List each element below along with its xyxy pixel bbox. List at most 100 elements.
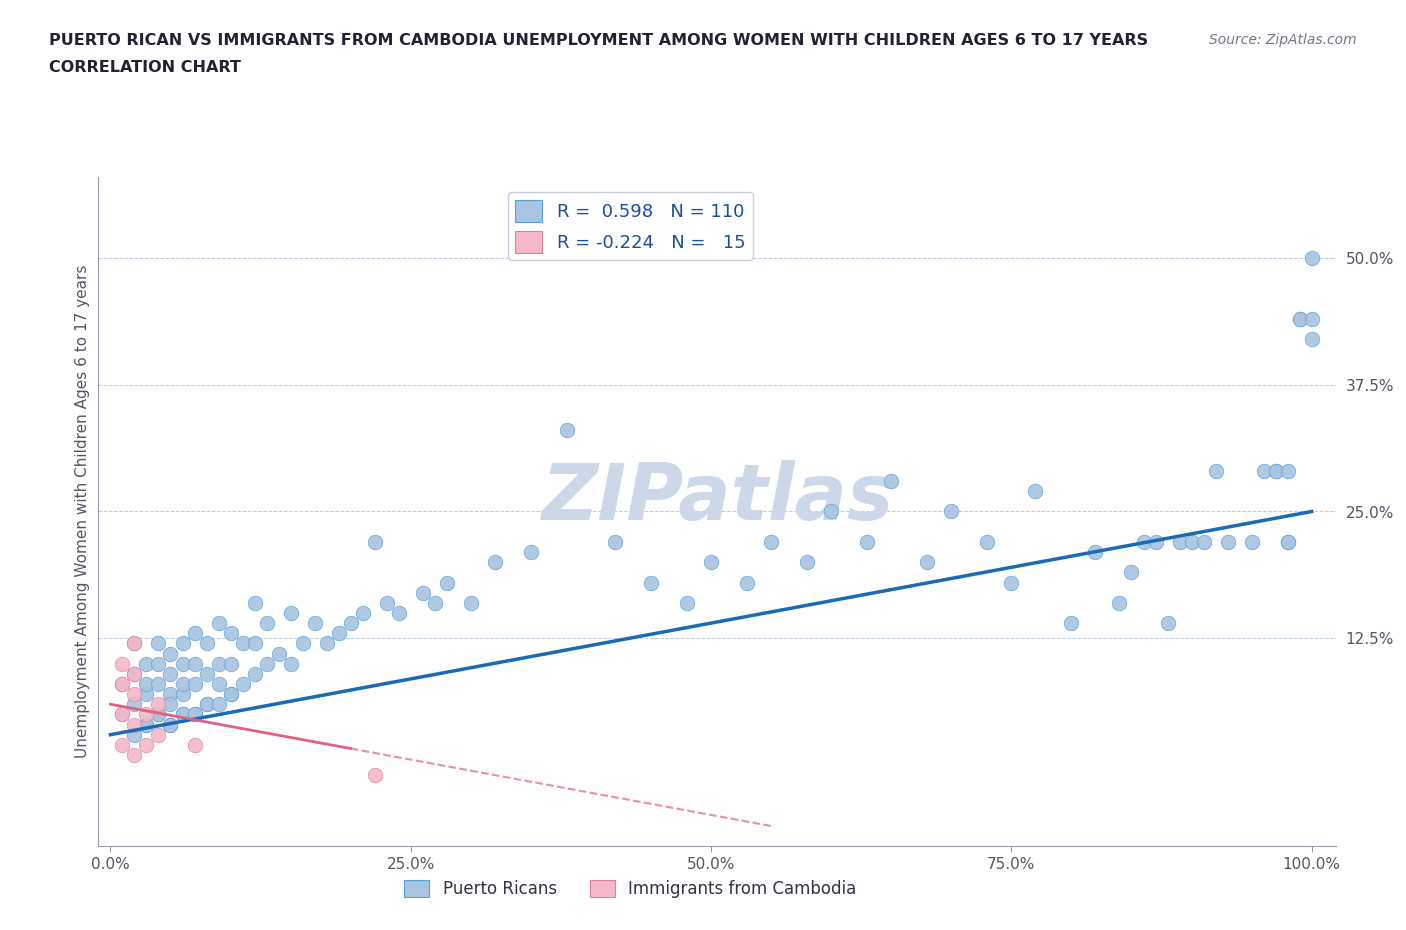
Point <box>172 676 194 691</box>
Point <box>159 717 181 732</box>
Point <box>195 667 218 682</box>
Point <box>1277 535 1299 550</box>
Point <box>1121 565 1143 579</box>
Point <box>436 575 458 590</box>
Point <box>976 535 998 550</box>
Point <box>1060 616 1083 631</box>
Point <box>232 676 254 691</box>
Text: Source: ZipAtlas.com: Source: ZipAtlas.com <box>1209 33 1357 46</box>
Point <box>267 646 290 661</box>
Point <box>135 737 157 752</box>
Point <box>172 707 194 722</box>
Point <box>243 595 266 610</box>
Text: ZIPatlas: ZIPatlas <box>541 460 893 536</box>
Point <box>135 657 157 671</box>
Point <box>364 535 387 550</box>
Point <box>856 535 879 550</box>
Point <box>484 555 506 570</box>
Point <box>1000 575 1022 590</box>
Point <box>183 737 205 752</box>
Point <box>159 697 181 711</box>
Point <box>1240 535 1263 550</box>
Point <box>243 636 266 651</box>
Point <box>195 636 218 651</box>
Point <box>1180 535 1202 550</box>
Point <box>1277 535 1299 550</box>
Point <box>388 605 411 620</box>
Point <box>1156 616 1178 631</box>
Point <box>423 595 446 610</box>
Point <box>159 686 181 701</box>
Text: CORRELATION CHART: CORRELATION CHART <box>49 60 240 75</box>
Point <box>207 676 229 691</box>
Point <box>207 697 229 711</box>
Point <box>195 697 218 711</box>
Point <box>111 707 134 722</box>
Point <box>304 616 326 631</box>
Point <box>640 575 662 590</box>
Point <box>124 697 146 711</box>
Point <box>603 535 626 550</box>
Point <box>195 697 218 711</box>
Point <box>1288 312 1310 326</box>
Point <box>1301 250 1323 265</box>
Point <box>124 727 146 742</box>
Point <box>124 748 146 763</box>
Point <box>172 686 194 701</box>
Point <box>124 686 146 701</box>
Point <box>219 657 242 671</box>
Point <box>1144 535 1167 550</box>
Point <box>148 636 170 651</box>
Point <box>412 585 434 600</box>
Point <box>1192 535 1215 550</box>
Point <box>941 504 963 519</box>
Point <box>328 626 350 641</box>
Point <box>124 717 146 732</box>
Point <box>111 737 134 752</box>
Point <box>135 676 157 691</box>
Point <box>159 646 181 661</box>
Point <box>700 555 723 570</box>
Point <box>375 595 398 610</box>
Point <box>148 707 170 722</box>
Point <box>111 676 134 691</box>
Point <box>520 545 543 560</box>
Point <box>183 676 205 691</box>
Point <box>219 686 242 701</box>
Point <box>1253 463 1275 478</box>
Point <box>183 626 205 641</box>
Point <box>364 768 387 783</box>
Point <box>1277 463 1299 478</box>
Point <box>159 667 181 682</box>
Point <box>1264 463 1286 478</box>
Point <box>1108 595 1130 610</box>
Point <box>1264 463 1286 478</box>
Point <box>1301 312 1323 326</box>
Point <box>1024 484 1046 498</box>
Point <box>352 605 374 620</box>
Point <box>111 707 134 722</box>
Point <box>1216 535 1239 550</box>
Point <box>917 555 939 570</box>
Point <box>820 504 842 519</box>
Point <box>219 626 242 641</box>
Point <box>232 636 254 651</box>
Point <box>111 657 134 671</box>
Point <box>1288 312 1310 326</box>
Point <box>1301 332 1323 347</box>
Point <box>148 697 170 711</box>
Point <box>1205 463 1227 478</box>
Point <box>555 423 578 438</box>
Point <box>159 717 181 732</box>
Point <box>135 707 157 722</box>
Point <box>172 636 194 651</box>
Point <box>256 616 278 631</box>
Point <box>183 707 205 722</box>
Point <box>759 535 782 550</box>
Point <box>124 667 146 682</box>
Point <box>219 686 242 701</box>
Point <box>676 595 699 610</box>
Point <box>1132 535 1154 550</box>
Point <box>291 636 314 651</box>
Point <box>339 616 361 631</box>
